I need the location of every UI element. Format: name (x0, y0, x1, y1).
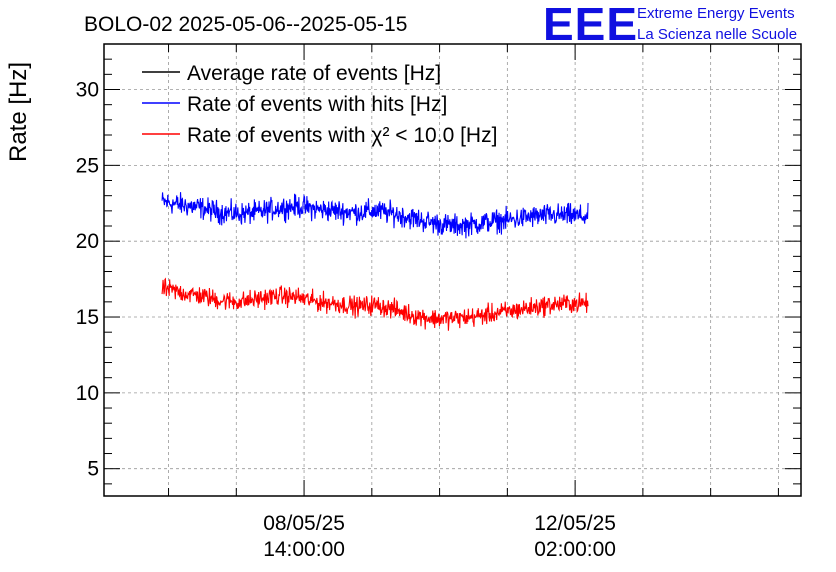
eee-logo-mark: EEE (543, 0, 638, 50)
series-line-2 (161, 277, 589, 331)
legend-label-hits: Rate of events with hits [Hz] (187, 93, 447, 116)
y-tick-label: 5 (87, 458, 99, 481)
x-tick-label-date: 08/05/25 (263, 512, 345, 535)
axis-ticks (104, 43, 801, 496)
chart-title: BOLO-02 2025-05-06--2025-05-15 (84, 13, 407, 36)
y-tick-label: 15 (76, 306, 99, 329)
x-tick-label-time: 02:00:00 (534, 538, 616, 561)
y-tick-label: 20 (76, 230, 99, 253)
y-axis-title: Rate [Hz] (5, 62, 32, 162)
legend-label-average: Average rate of events [Hz] (187, 62, 441, 85)
series-group (161, 192, 589, 331)
plot-frame (103, 43, 802, 497)
eee-logo: EEE Extreme Energy Events La Scienza nel… (543, 0, 797, 50)
x-tick-labels: 08/05/25 14:00:00 12/05/25 02:00:00 (263, 512, 616, 561)
eee-logo-line2: La Scienza nelle Scuole (637, 26, 797, 43)
y-tick-labels: 5 10 15 20 25 30 (76, 79, 99, 481)
x-tick-label-date: 12/05/25 (534, 512, 616, 535)
legend: Average rate of events [Hz] Rate of even… (142, 62, 497, 147)
eee-logo-line1: Extreme Energy Events (637, 5, 795, 22)
grid-lines (104, 44, 801, 496)
y-tick-label: 25 (76, 154, 99, 177)
legend-label-chi2: Rate of events with χ² < 10.0 [Hz] (187, 124, 497, 147)
series-line-1 (161, 192, 589, 239)
y-tick-label: 10 (76, 382, 99, 405)
x-tick-label-time: 14:00:00 (263, 538, 345, 561)
y-tick-label: 30 (76, 79, 99, 102)
